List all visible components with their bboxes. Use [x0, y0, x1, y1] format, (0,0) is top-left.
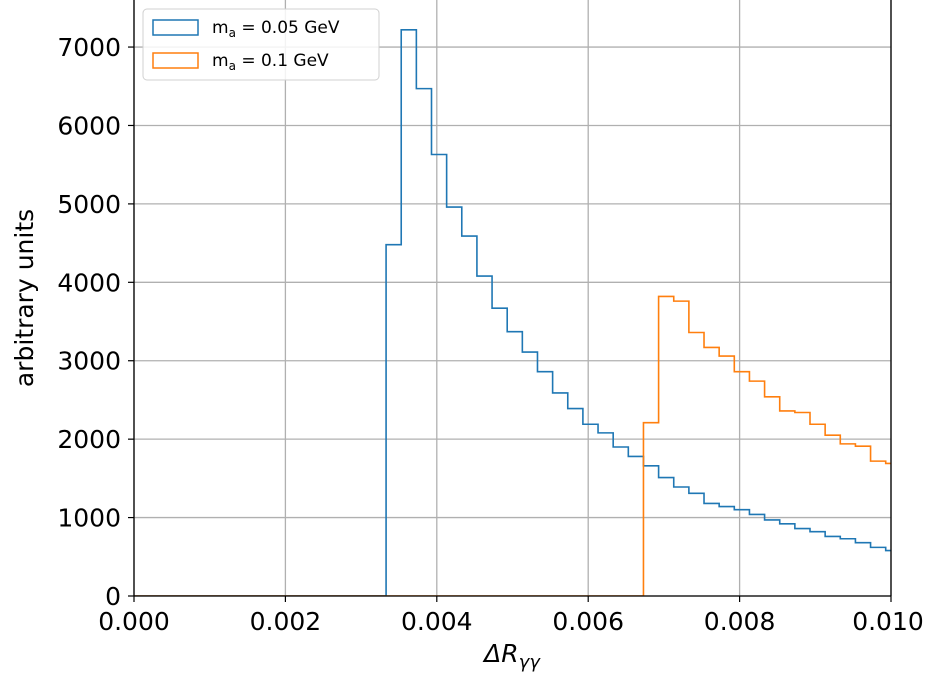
x-tick-label-5: 0.010: [852, 607, 924, 636]
legend-label-ma-0.05: ma = 0.05 GeV: [212, 18, 340, 40]
x-tick-label-4: 0.008: [704, 607, 776, 636]
series-layer: [134, 29, 891, 596]
axes-frame: [133, 0, 892, 597]
y-tick-label-4: 4000: [57, 268, 121, 297]
y-tick-label-5: 5000: [57, 190, 121, 219]
x-tick-labels: 0.000 0.002 0.004 0.006 0.008 0.010: [98, 607, 924, 636]
tick-marks: [128, 46, 892, 602]
y-tick-label-6: 6000: [57, 111, 121, 140]
x-tick-label-0: 0.000: [98, 607, 170, 636]
grid-lines: [133, 0, 892, 597]
series-step-line-1: [134, 295, 891, 596]
x-axis-label-base: ΔR: [482, 639, 518, 668]
legend-swatch-ma-0.1: [152, 52, 199, 69]
legend-swatch-ma-0.05: [152, 19, 199, 36]
y-tick-label-3: 3000: [57, 347, 121, 376]
x-axis-label: ΔRγγ: [482, 639, 541, 673]
legend-label-ma-0.1: ma = 0.1 GeV: [212, 51, 329, 73]
legend-box: [142, 8, 380, 81]
x-tick-label-1: 0.002: [250, 607, 322, 636]
y-tick-label-7: 7000: [57, 33, 121, 62]
series-step-line-0: [134, 29, 891, 596]
y-tick-labels: 0 1000 2000 3000 4000 5000 6000 7000: [57, 33, 121, 611]
x-tick-label-3: 0.006: [552, 607, 624, 636]
legend: ma = 0.05 GeV ma = 0.1 GeV: [142, 8, 380, 81]
y-axis-label: arbitrary units: [10, 209, 39, 387]
y-tick-label-0: 0: [105, 582, 121, 611]
y-tick-label-2: 2000: [57, 425, 121, 454]
x-tick-label-2: 0.004: [401, 607, 473, 636]
y-tick-label-1: 1000: [57, 504, 121, 533]
x-axis-label-sub: γγ: [519, 652, 542, 673]
